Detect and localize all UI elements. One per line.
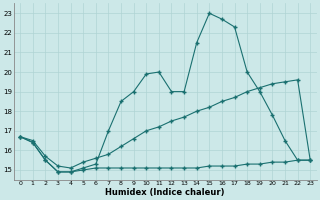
X-axis label: Humidex (Indice chaleur): Humidex (Indice chaleur)	[106, 188, 225, 197]
